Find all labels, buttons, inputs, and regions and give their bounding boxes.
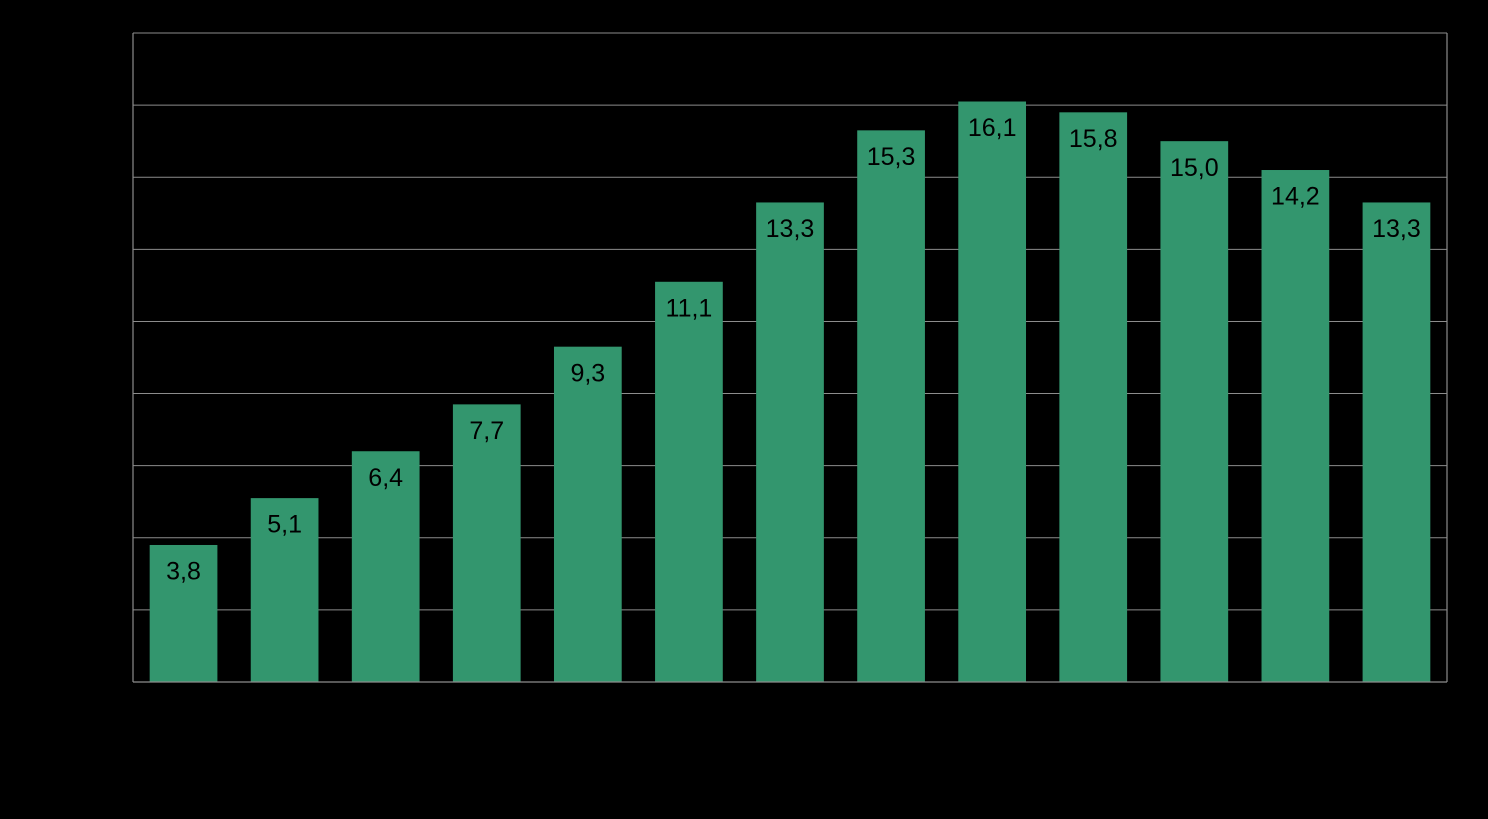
bar — [553, 346, 622, 682]
bar — [857, 130, 925, 683]
bar — [655, 281, 723, 682]
bar — [250, 498, 319, 682]
data-label: 15,3 — [867, 143, 916, 171]
data-label: 14,2 — [1271, 183, 1320, 211]
data-label: 15,0 — [1170, 154, 1219, 182]
data-label: 3,8 — [166, 558, 201, 586]
data-label: 9,3 — [570, 359, 605, 387]
bar — [1362, 202, 1431, 682]
data-label: 7,7 — [469, 417, 504, 445]
data-label: 6,4 — [368, 464, 403, 492]
bar — [351, 451, 420, 682]
bar — [149, 544, 218, 682]
data-label: 13,3 — [1372, 215, 1421, 243]
bar — [1160, 141, 1229, 682]
data-label: 13,3 — [766, 215, 815, 243]
bar — [1059, 112, 1128, 683]
data-label: 11,1 — [666, 294, 713, 322]
bar — [756, 202, 824, 682]
data-label: 5,1 — [267, 511, 302, 539]
bar — [1261, 170, 1330, 682]
data-label: 15,8 — [1069, 125, 1118, 153]
bar — [452, 404, 521, 682]
bar — [958, 101, 1027, 682]
data-label: 16,1 — [968, 114, 1017, 142]
